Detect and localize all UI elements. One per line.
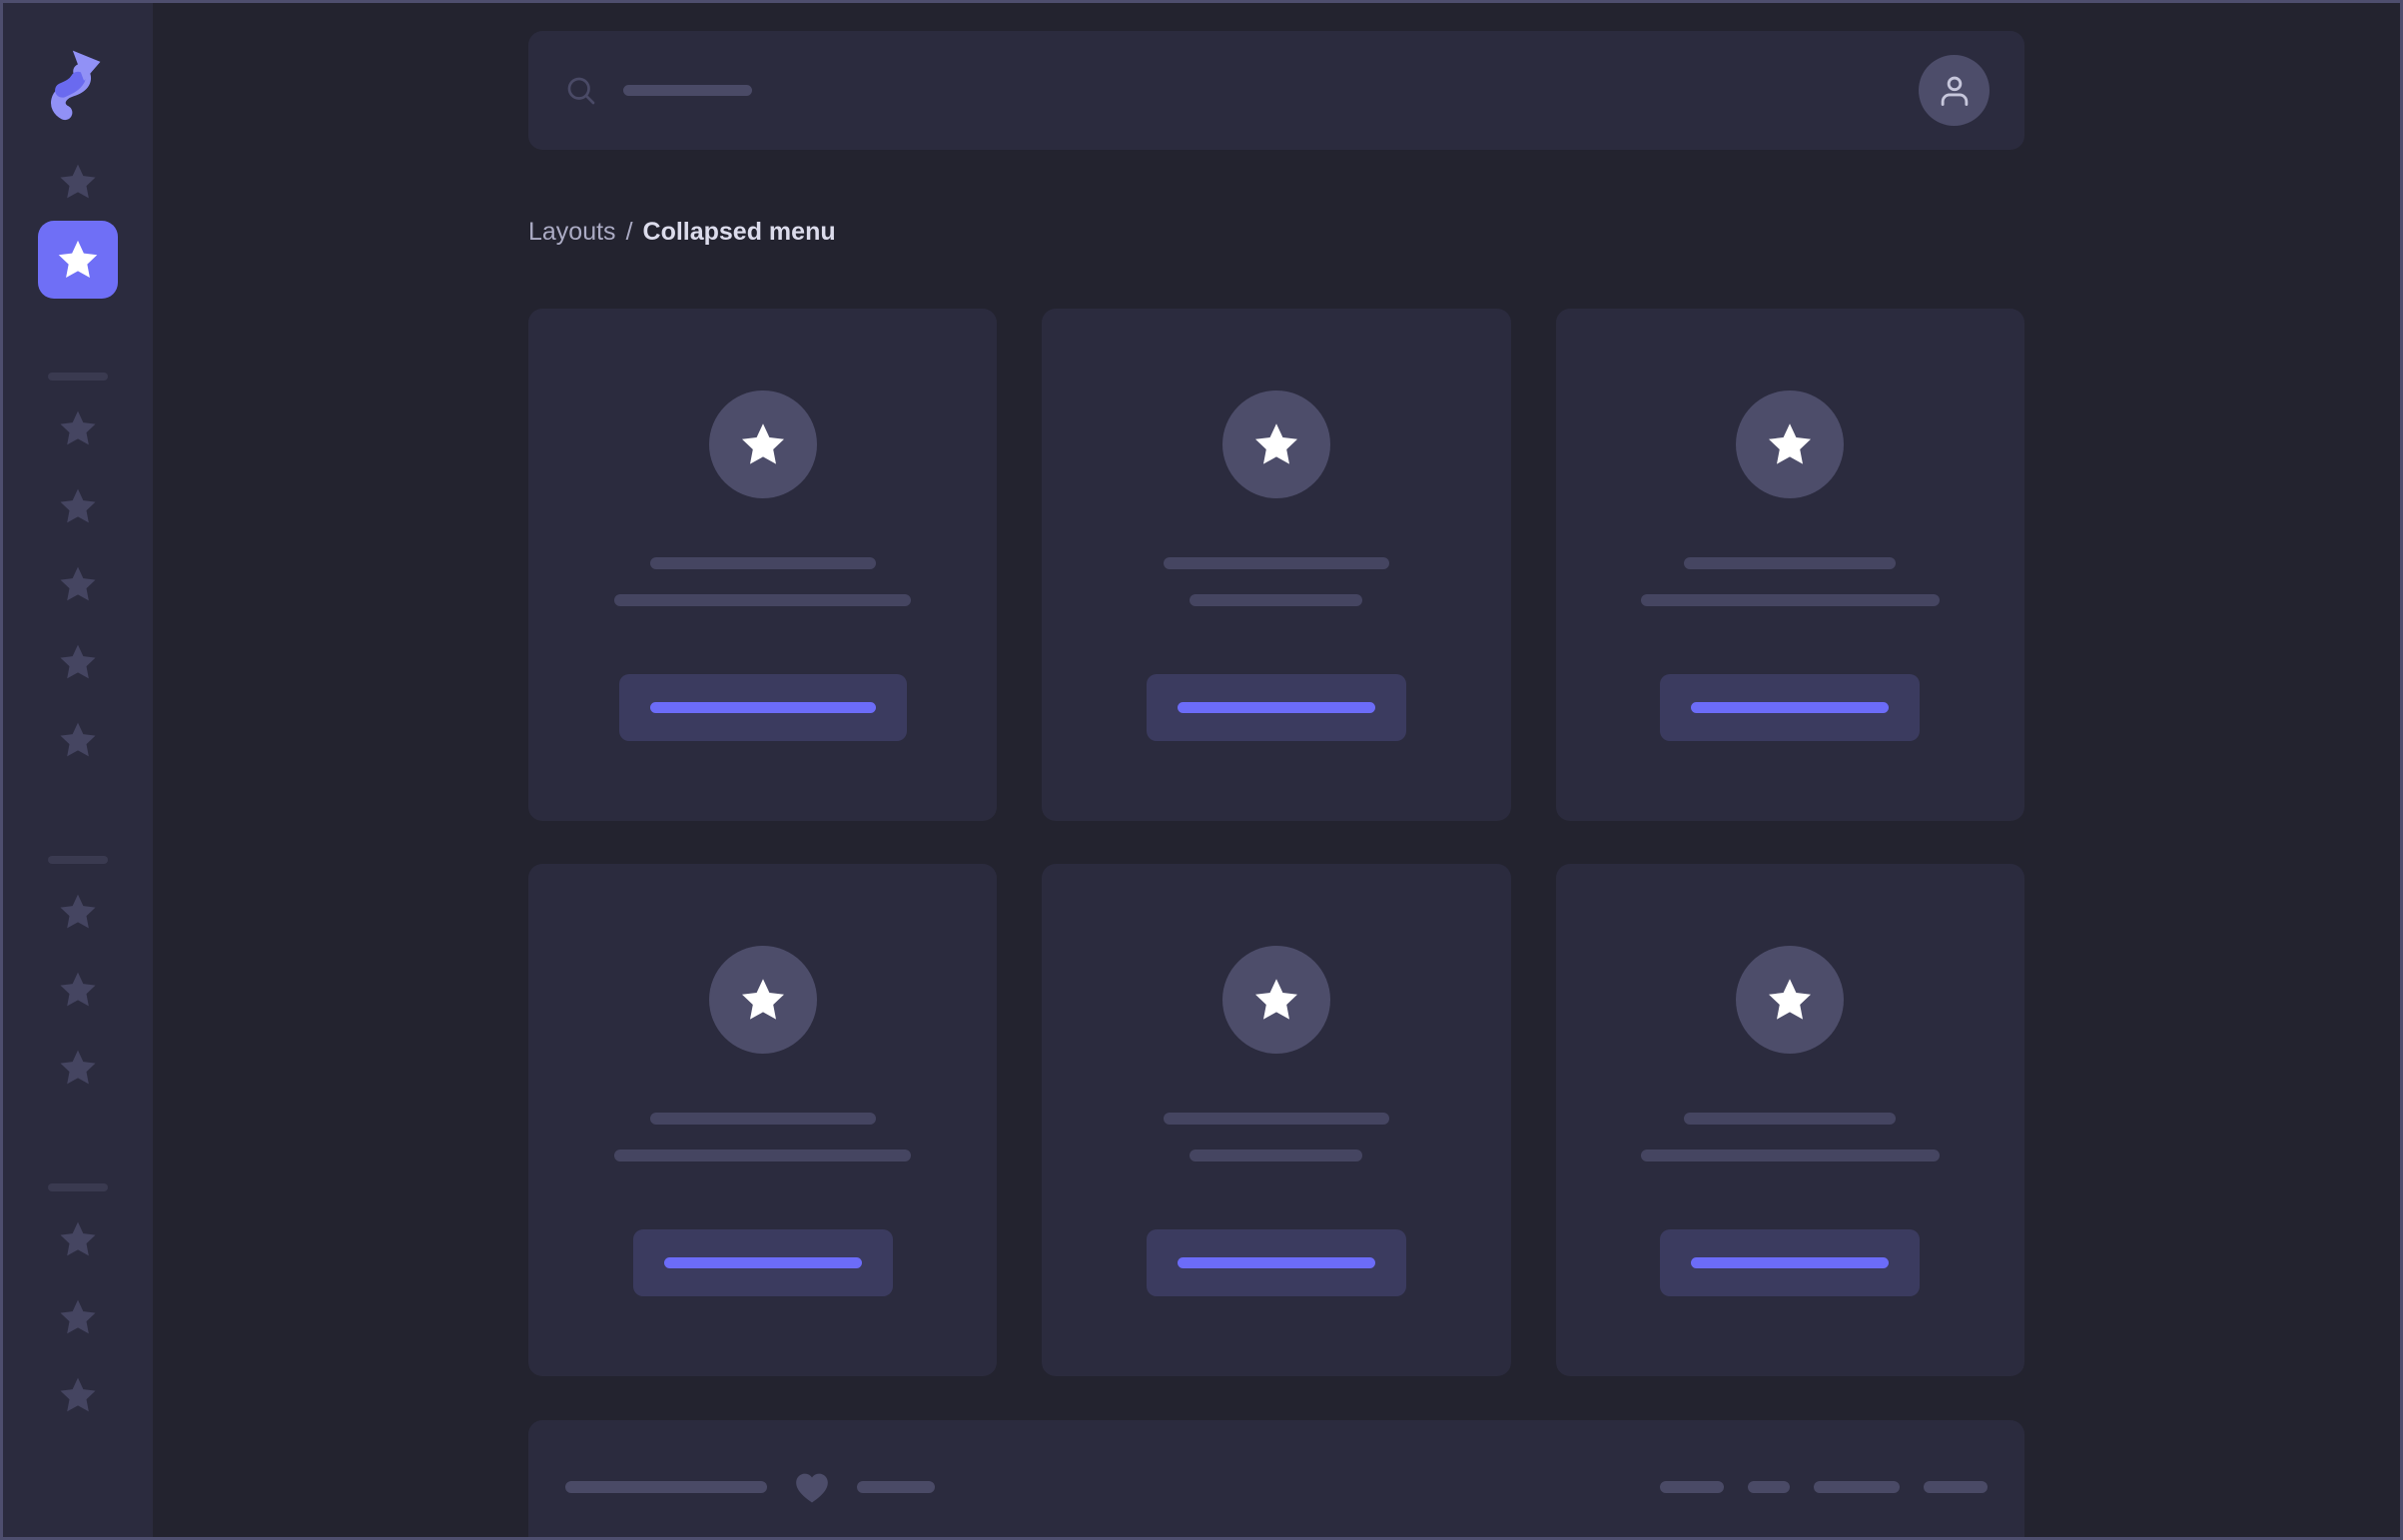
card-button[interactable] bbox=[1146, 674, 1406, 741]
card bbox=[528, 309, 998, 821]
main-area: Layouts / Collapsed menu bbox=[153, 3, 2400, 1537]
footer-placeholder-pill bbox=[1814, 1481, 1900, 1493]
star-icon bbox=[60, 644, 96, 679]
card-button[interactable] bbox=[1660, 1229, 1921, 1296]
card-subtitle-placeholder bbox=[1190, 1150, 1363, 1161]
card bbox=[1555, 309, 2024, 821]
star-icon bbox=[58, 240, 98, 278]
star-icon bbox=[60, 1299, 96, 1334]
sidebar-item[interactable] bbox=[56, 1375, 100, 1415]
sidebar-item[interactable] bbox=[56, 1297, 100, 1337]
card bbox=[1042, 864, 1511, 1376]
sidebar-item[interactable] bbox=[56, 486, 100, 526]
card-button-label-placeholder bbox=[1177, 702, 1375, 713]
card-avatar-circle bbox=[708, 390, 817, 498]
card-button[interactable] bbox=[618, 674, 907, 741]
footer-right bbox=[1660, 1481, 1988, 1493]
search-bar[interactable] bbox=[528, 31, 2024, 150]
breadcrumb: Layouts / Collapsed menu bbox=[528, 220, 2024, 245]
star-icon bbox=[1254, 979, 1297, 1020]
star-icon bbox=[60, 972, 96, 1007]
search-placeholder-pill bbox=[623, 85, 752, 96]
footer-bar bbox=[528, 1420, 2024, 1537]
footer-placeholder-pill bbox=[1748, 1481, 1790, 1493]
card-button-label-placeholder bbox=[1691, 1257, 1890, 1268]
star-icon bbox=[60, 1221, 96, 1256]
logo-icon[interactable] bbox=[50, 48, 106, 124]
footer-placeholder-pill bbox=[1924, 1481, 1988, 1493]
star-icon bbox=[60, 488, 96, 523]
search-icon bbox=[567, 77, 595, 104]
heart-icon bbox=[796, 1473, 828, 1503]
card-button-label-placeholder bbox=[1177, 1257, 1375, 1268]
footer-pill-long bbox=[565, 1481, 767, 1493]
star-icon bbox=[1254, 423, 1297, 464]
sidebar-item[interactable] bbox=[56, 642, 100, 682]
star-icon bbox=[60, 410, 96, 445]
star-icon bbox=[1769, 423, 1812, 464]
user-avatar-button[interactable] bbox=[1919, 55, 1990, 126]
card-avatar-circle bbox=[708, 946, 817, 1054]
star-icon bbox=[741, 423, 784, 464]
star-icon bbox=[1769, 979, 1812, 1020]
sidebar-item[interactable] bbox=[56, 892, 100, 932]
sidebar-divider bbox=[48, 1183, 108, 1191]
sidebar-divider bbox=[48, 856, 108, 864]
card-title-placeholder bbox=[649, 557, 876, 569]
card-button-label-placeholder bbox=[649, 702, 876, 713]
star-icon bbox=[60, 894, 96, 929]
star-icon bbox=[60, 1050, 96, 1085]
card-button[interactable] bbox=[1146, 1229, 1406, 1296]
star-icon bbox=[60, 164, 96, 199]
card-button-label-placeholder bbox=[1691, 702, 1890, 713]
card-avatar-circle bbox=[1221, 946, 1330, 1054]
star-icon bbox=[60, 1377, 96, 1412]
card-subtitle-placeholder bbox=[614, 1150, 912, 1161]
card bbox=[1042, 309, 1511, 821]
sidebar bbox=[3, 3, 153, 1537]
star-icon bbox=[60, 722, 96, 757]
card-title-placeholder bbox=[1684, 557, 1897, 569]
card-subtitle-placeholder bbox=[1190, 594, 1363, 606]
card-avatar-circle bbox=[1736, 390, 1845, 498]
footer-pill-short bbox=[857, 1481, 935, 1493]
card-title-placeholder bbox=[1684, 1113, 1897, 1125]
card-button[interactable] bbox=[632, 1229, 893, 1296]
card-button-label-placeholder bbox=[663, 1257, 862, 1268]
breadcrumb-parent-link[interactable]: Layouts bbox=[528, 218, 616, 246]
sidebar-divider bbox=[48, 373, 108, 381]
card bbox=[1555, 864, 2024, 1376]
card-subtitle-placeholder bbox=[1640, 1150, 1940, 1161]
sidebar-item[interactable] bbox=[56, 720, 100, 760]
content: Layouts / Collapsed menu bbox=[528, 3, 2024, 1537]
sidebar-item[interactable] bbox=[56, 408, 100, 448]
card-avatar-circle bbox=[1736, 946, 1845, 1054]
star-icon bbox=[741, 979, 784, 1020]
sidebar-item-active[interactable] bbox=[38, 221, 118, 299]
breadcrumb-current: Collapsed menu bbox=[642, 218, 836, 246]
card-subtitle-placeholder bbox=[1640, 594, 1940, 606]
sidebar-item[interactable] bbox=[56, 162, 100, 202]
sidebar-item[interactable] bbox=[56, 970, 100, 1010]
footer-placeholder-pill bbox=[1660, 1481, 1724, 1493]
star-icon bbox=[60, 566, 96, 601]
card bbox=[528, 864, 998, 1376]
card-avatar-circle bbox=[1221, 390, 1330, 498]
card-subtitle-placeholder bbox=[614, 594, 912, 606]
card-button[interactable] bbox=[1660, 674, 1921, 741]
sidebar-item[interactable] bbox=[56, 1219, 100, 1259]
sidebar-item[interactable] bbox=[56, 1048, 100, 1088]
card-title-placeholder bbox=[649, 1113, 876, 1125]
card-title-placeholder bbox=[1163, 1113, 1389, 1125]
card-title-placeholder bbox=[1163, 557, 1389, 569]
cards-grid bbox=[528, 309, 2024, 1376]
user-icon bbox=[1941, 76, 1968, 106]
breadcrumb-separator: / bbox=[625, 218, 633, 246]
sidebar-item[interactable] bbox=[56, 564, 100, 604]
